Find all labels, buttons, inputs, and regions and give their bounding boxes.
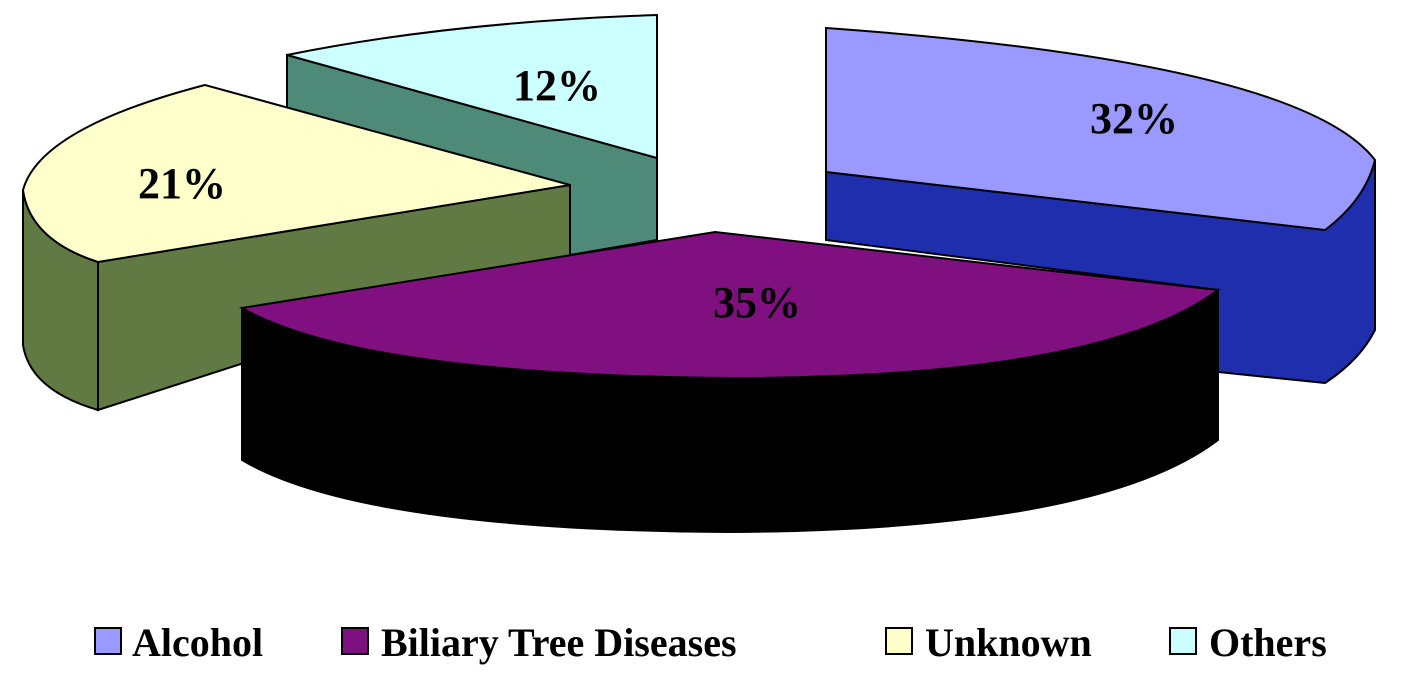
- slice-alcohol-top: [825, 26, 1377, 232]
- label-others: 12%: [513, 61, 601, 110]
- legend-item-others: Others: [1169, 620, 1327, 665]
- legend-swatch-alcohol: [94, 627, 122, 655]
- legend-label-others: Others: [1209, 620, 1327, 665]
- legend: Alcohol Biliary Tree Diseases Unknown Ot…: [94, 620, 1327, 665]
- label-unknown: 21%: [138, 159, 226, 208]
- legend-label-unknown: Unknown: [925, 620, 1092, 665]
- legend-swatch-others: [1169, 627, 1197, 655]
- legend-label-alcohol: Alcohol: [132, 620, 263, 665]
- legend-swatch-unknown: [885, 627, 913, 655]
- legend-item-alcohol: Alcohol: [94, 620, 263, 665]
- legend-label-biliary: Biliary Tree Diseases: [381, 620, 737, 665]
- label-alcohol: 32%: [1090, 94, 1178, 143]
- slice-biliary-tree-diseases[interactable]: [239, 230, 1221, 534]
- legend-item-unknown: Unknown: [885, 620, 1092, 665]
- slice-unknown-top: [21, 83, 571, 264]
- legend-swatch-biliary: [341, 627, 369, 655]
- label-biliary: 35%: [713, 278, 801, 327]
- slice-alcohol[interactable]: [825, 26, 1377, 385]
- legend-item-biliary: Biliary Tree Diseases: [341, 620, 737, 665]
- slice-others-top: [286, 13, 658, 160]
- slice-biliary-top: [239, 230, 1221, 380]
